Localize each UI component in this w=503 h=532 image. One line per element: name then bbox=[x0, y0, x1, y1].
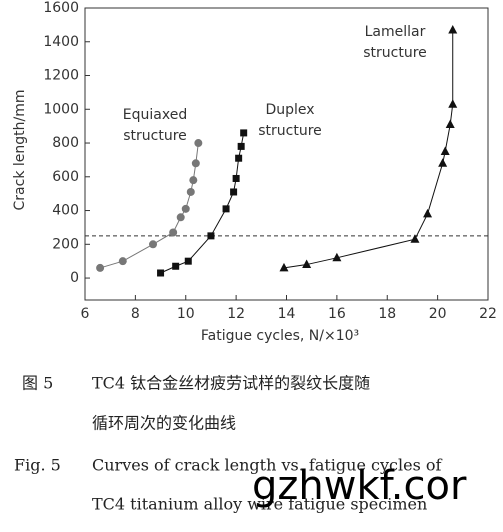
caption-cn-label: 图 5 bbox=[22, 374, 53, 393]
point bbox=[191, 159, 200, 168]
point bbox=[207, 232, 215, 240]
series-label: structure bbox=[258, 123, 322, 139]
point bbox=[176, 213, 185, 222]
point bbox=[189, 176, 198, 185]
x-tick-label: 20 bbox=[429, 306, 447, 322]
point bbox=[169, 228, 178, 237]
point bbox=[240, 129, 248, 137]
y-tick-label: 1200 bbox=[43, 68, 79, 84]
point bbox=[172, 262, 180, 270]
point bbox=[448, 24, 458, 34]
y-tick-label: 1400 bbox=[43, 34, 79, 50]
point bbox=[230, 188, 238, 196]
point bbox=[96, 263, 105, 272]
x-tick-label: 6 bbox=[81, 306, 90, 322]
point bbox=[440, 146, 450, 155]
y-tick-label: 1600 bbox=[43, 0, 79, 16]
x-tick-label: 16 bbox=[328, 306, 346, 322]
caption-en-label: Fig. 5 bbox=[14, 456, 61, 475]
point bbox=[302, 259, 312, 269]
x-tick-label: 10 bbox=[177, 306, 195, 322]
x-tick-label: 8 bbox=[131, 306, 140, 322]
point bbox=[235, 154, 243, 162]
series-line bbox=[160, 132, 245, 274]
point bbox=[445, 119, 455, 128]
series-label: Equiaxed bbox=[123, 107, 187, 123]
series-label: Duplex bbox=[265, 102, 314, 118]
y-tick-label: 600 bbox=[52, 169, 79, 185]
y-tick-label: 400 bbox=[52, 203, 79, 219]
point bbox=[149, 240, 158, 249]
x-axis-label: Fatigue cycles, N/×10³ bbox=[201, 328, 359, 344]
watermark: gzhwkf.cor bbox=[252, 463, 467, 509]
x-tick-label: 18 bbox=[378, 306, 396, 322]
point bbox=[237, 142, 245, 150]
point bbox=[181, 204, 190, 213]
y-axis-label: Crack length/mm bbox=[12, 90, 28, 211]
point bbox=[222, 205, 230, 213]
point bbox=[232, 174, 240, 182]
point bbox=[157, 269, 165, 277]
series-line bbox=[99, 142, 199, 269]
x-tick-label: 12 bbox=[227, 306, 245, 322]
caption-cn-line: TC4 钛合金丝材疲劳试样的裂纹长度随 bbox=[92, 374, 370, 393]
point bbox=[448, 99, 458, 108]
point bbox=[194, 139, 203, 148]
plot-frame bbox=[84, 7, 489, 301]
series-label: structure bbox=[123, 128, 187, 144]
x-tick-label: 22 bbox=[479, 306, 497, 322]
caption-en-line: TC4 titanium alloy wire fatigue specimen bbox=[92, 495, 427, 514]
y-tick-label: 0 bbox=[70, 270, 79, 286]
series-label: Lamellar bbox=[365, 24, 426, 40]
point bbox=[410, 234, 420, 243]
caption-cn-line: 循环周次的变化曲线 bbox=[92, 414, 236, 433]
point bbox=[186, 187, 195, 196]
point bbox=[279, 262, 289, 272]
y-tick-label: 1000 bbox=[43, 101, 79, 117]
y-tick-label: 800 bbox=[52, 135, 79, 151]
series-label: structure bbox=[363, 45, 427, 61]
x-tick-label: 14 bbox=[278, 306, 296, 322]
point bbox=[332, 252, 342, 262]
point bbox=[438, 158, 448, 167]
point bbox=[184, 257, 192, 265]
point bbox=[423, 208, 433, 218]
point bbox=[118, 257, 127, 266]
caption-en-line: Curves of crack length vs. fatigue cycle… bbox=[92, 456, 442, 475]
series-line bbox=[283, 29, 454, 269]
y-tick-label: 200 bbox=[52, 236, 79, 252]
